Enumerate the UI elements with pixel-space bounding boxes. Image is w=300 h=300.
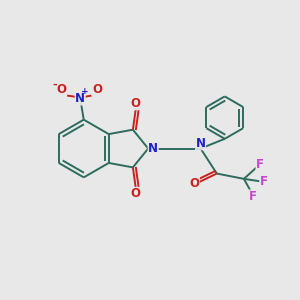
Text: N: N [196,137,206,150]
Text: O: O [131,97,141,110]
Text: O: O [189,177,200,190]
Text: O: O [131,188,141,200]
Text: +: + [80,88,88,97]
Text: N: N [148,142,158,155]
Text: O: O [92,82,102,95]
Text: O: O [57,82,67,95]
Text: F: F [256,158,264,171]
Text: N: N [75,92,85,105]
Text: F: F [260,175,268,188]
Text: F: F [249,190,257,203]
Text: -: - [52,80,57,90]
